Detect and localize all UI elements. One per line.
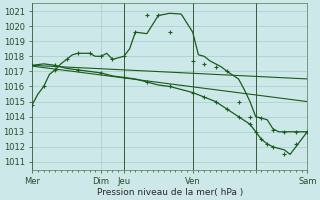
X-axis label: Pression niveau de la mer( hPa ): Pression niveau de la mer( hPa ) (97, 188, 243, 197)
